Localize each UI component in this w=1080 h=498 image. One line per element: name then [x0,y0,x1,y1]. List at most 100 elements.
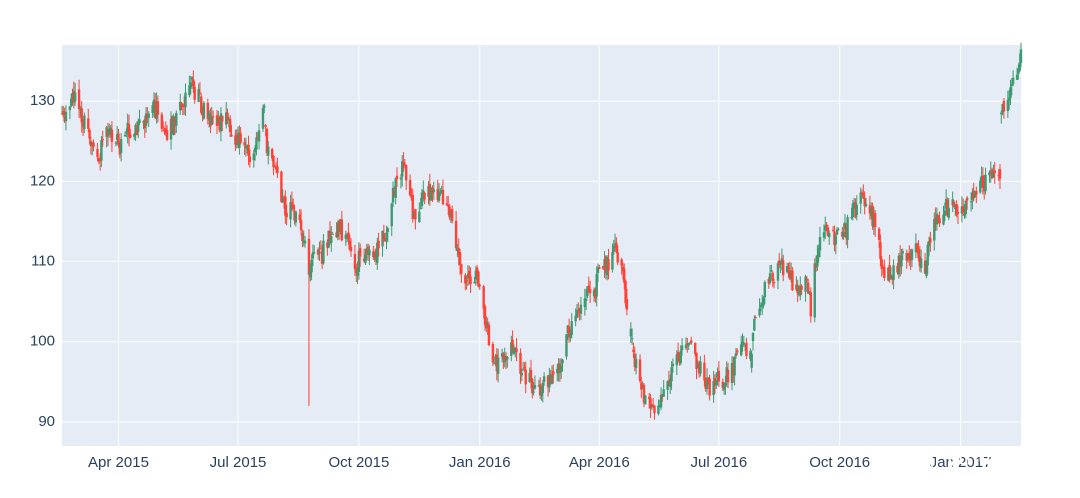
candle-down [293,211,296,221]
candle-down [211,116,215,118]
candle-up [381,230,384,247]
candle-down [447,204,450,207]
candle-down [347,232,350,240]
candle-down [918,256,922,267]
candle-down [243,141,246,146]
candle-up [762,297,765,306]
candle-up [897,255,901,275]
candle-down [118,142,122,155]
candle-down [374,249,378,261]
candle-up [779,263,782,265]
candle-down [854,202,857,218]
candle-down [192,79,195,86]
candle-up [837,229,840,231]
candle-up [71,92,74,98]
candle-down [143,119,146,129]
candle-down [355,267,358,273]
candle-down [273,165,277,167]
candle-down [841,231,844,237]
candle-down [92,142,95,147]
candle-up [569,333,572,338]
candle-down [707,377,710,380]
candle-up [533,384,537,389]
candle-up [151,105,154,113]
candle-up [179,101,182,111]
candle-down [423,192,426,200]
candle-down [732,366,735,374]
candle-down [754,317,757,319]
candle-up [175,112,178,126]
candle-up [136,121,140,132]
candle-down [972,190,975,199]
candle-down [182,104,186,107]
candle-down [578,308,581,311]
candle-up [142,121,145,123]
candle-down [88,129,91,139]
candle-up [1001,104,1004,113]
candle-up [1006,99,1010,112]
candle-down [478,284,481,286]
candle-up [210,116,213,126]
candle-up [662,389,665,397]
candle-down [491,344,495,363]
candle-up [368,249,371,256]
candle-up [859,192,862,204]
candle-up [980,175,983,184]
candle-down [567,326,571,337]
candle-down [531,379,534,394]
candle-down [248,156,252,162]
candle-down [101,138,104,141]
candle-up [147,113,150,118]
candle-down [200,96,203,113]
candle-up [114,142,118,144]
candle-up [592,290,596,297]
candle-down [72,90,76,103]
candle-down [694,342,697,355]
x-tick-label: Jul 2016 [690,454,747,471]
candle-down [946,199,949,217]
candle-up [512,348,516,354]
candle-down [340,219,344,241]
candle-up [872,216,876,228]
candle-up [973,191,977,198]
candle-up [401,161,404,177]
candles [60,42,1023,420]
candle-up [603,259,606,268]
candle-down [270,148,274,159]
candle-up [105,127,108,138]
candle-down [465,280,468,282]
x-tick-label: Jan 2016 [449,454,511,471]
candle-down [226,112,229,121]
candle-down [826,227,830,237]
candle-up [1015,74,1019,80]
candle-down [469,276,472,284]
candle-up [855,204,858,215]
candle-up [418,211,421,222]
candle-up [73,92,77,102]
candle-up [989,171,992,174]
candle-up [473,281,476,284]
candle-up [680,345,684,351]
candle-down [524,369,527,385]
candle-up [123,134,127,137]
candle-down [81,122,85,128]
candle-up [420,192,424,207]
candle-down [89,141,93,147]
candle-down [708,378,711,396]
candle-up [189,82,192,88]
candle-down [349,246,353,252]
candle-down [955,204,958,215]
candle-up [261,107,265,129]
candle-up [804,276,807,292]
candle-down [408,180,412,196]
candle-down [771,272,774,281]
candle-up [556,368,559,374]
candle-down [328,230,332,241]
candle-down [981,175,985,188]
candle-down [154,101,157,118]
candle-down [146,114,149,118]
candle-up [281,197,284,203]
candle-up [758,308,761,316]
candle-down [805,278,809,281]
candle-up [322,240,325,264]
